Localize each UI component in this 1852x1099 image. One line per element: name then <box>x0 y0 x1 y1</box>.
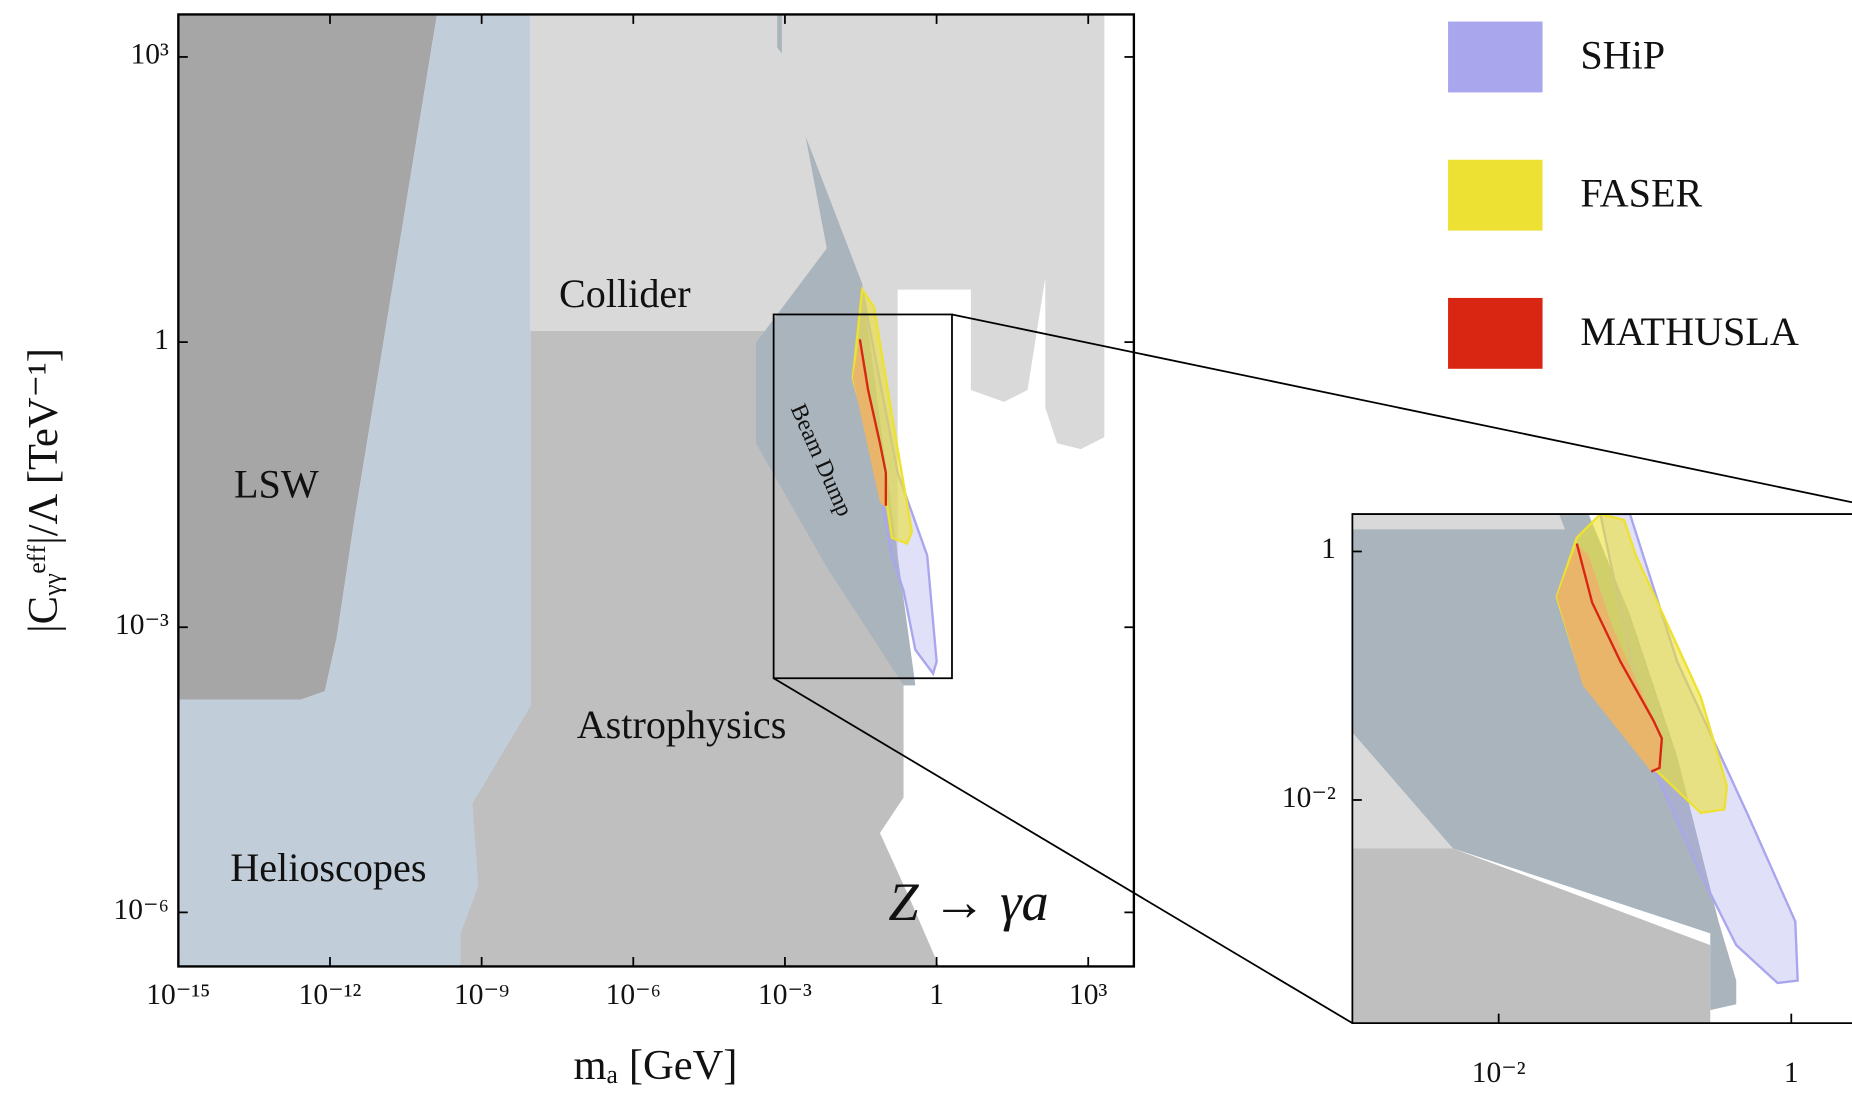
mathusla-contour <box>858 339 888 506</box>
y-tick-label: 10⁻² <box>1282 782 1336 814</box>
process-label: Z → γa <box>888 872 1048 932</box>
zoom-line <box>951 313 1852 504</box>
beam-dump-region <box>755 136 916 686</box>
region-label: Astrophysics <box>577 702 787 747</box>
astrophysics-region <box>1352 848 1711 1024</box>
y-tick-label: 10⁻³ <box>115 609 169 641</box>
region-label: LSW <box>234 461 319 506</box>
mathusla-contour <box>1575 543 1664 773</box>
region-label: Collider <box>559 271 691 316</box>
zoom-line <box>773 677 1353 1024</box>
legend-swatch <box>1448 159 1543 231</box>
legend-label: MATHUSLA <box>1580 309 1799 354</box>
legend-swatch <box>1448 21 1543 93</box>
x-tick-label: 1 <box>1784 1057 1799 1089</box>
plot-frame <box>177 13 1136 968</box>
mathusla-overlap <box>1556 543 1662 772</box>
x-tick-label: 10⁻⁹ <box>454 979 509 1011</box>
x-tick-label: 10⁻³ <box>758 979 812 1011</box>
x-tick-label: 10⁻² <box>1472 1057 1526 1089</box>
x-tick-label: 10⁻⁶ <box>606 979 661 1011</box>
y-axis-label: |Cᵧᵧᵉᶠᶠ|/Λ [TeV⁻¹] <box>20 348 67 633</box>
x-tick-label: 10³ <box>1069 979 1108 1011</box>
collider-region <box>1352 514 1583 532</box>
y-tick-label: 1 <box>154 324 169 356</box>
beam-dump-region <box>777 14 782 54</box>
x-tick-label: 10⁻¹² <box>299 979 362 1011</box>
zoom-box <box>772 313 953 680</box>
legend-label: FASER <box>1580 171 1702 216</box>
legend-label: SHiP <box>1580 33 1665 78</box>
x-tick-label: 1 <box>929 979 944 1011</box>
legend-swatch <box>1448 297 1543 369</box>
x-axis-label: mₐ [GeV] <box>574 1042 738 1089</box>
beam-dump-region <box>1352 514 1737 1011</box>
helioscopes-region <box>178 14 531 967</box>
x-tick-label: 10⁻¹⁵ <box>146 979 210 1011</box>
inset-regions <box>1352 514 1852 1024</box>
region-label: Helioscopes <box>230 845 426 890</box>
inset-frame <box>1351 513 1852 1025</box>
y-tick-label: 10⁻⁶ <box>114 894 169 926</box>
y-tick-label: 1 <box>1321 533 1336 565</box>
y-tick-label: 10³ <box>131 39 170 71</box>
main-regions <box>178 14 1105 967</box>
lsw-region <box>178 14 438 700</box>
mathusla-overlap <box>852 336 886 509</box>
